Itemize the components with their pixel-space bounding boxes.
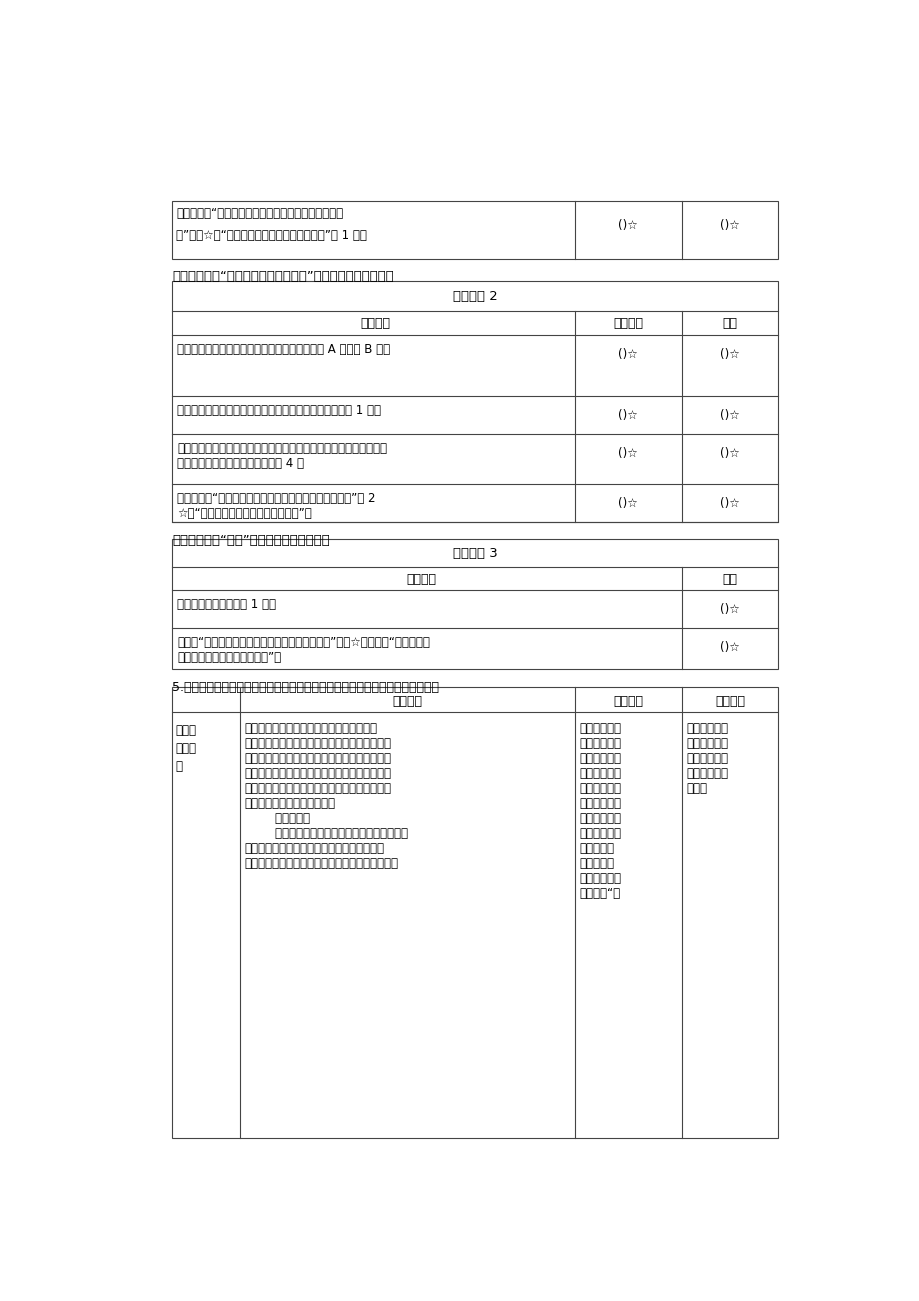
- Text: ()☆: ()☆: [720, 446, 739, 459]
- Text: ()☆: ()☆: [720, 409, 739, 422]
- Text: 来”得？☆；“小组分工不明确，但能完成任务”得 1 令。: 来”得？☆；“小组分工不明确，但能完成任务”得 1 令。: [176, 229, 367, 242]
- Text: ()☆: ()☆: [720, 497, 739, 510]
- Text: ()☆: ()☆: [720, 641, 739, 654]
- Bar: [172, 687, 777, 1138]
- Text: 师评: 师评: [721, 572, 737, 585]
- Text: ()☆: ()☆: [618, 446, 638, 459]
- Text: ()☆: ()☆: [720, 220, 739, 233]
- Text: ()☆: ()☆: [618, 349, 638, 362]
- Text: 四、活动三：“研讨”小组表现性评价量表。: 四、活动三：“研讨”小组表现性评价量表。: [172, 533, 329, 546]
- Text: 小组合作：“小组四人分工明确，都积极参与到活动中来”得 2
☆；“小组分工不明确，但能完成任务”得: 小组合作：“小组四人分工明确，都积极参与到活动中来”得 2 ☆；“小组分工不明确…: [176, 492, 375, 519]
- Text: 设计意图: 设计意图: [613, 695, 642, 708]
- Text: ()☆: ()☆: [618, 220, 638, 233]
- Text: 小组能积极研讨问题得 1 食。: 小组能积极研讨问题得 1 食。: [176, 598, 276, 611]
- Text: 小组自评: 小组自评: [613, 317, 642, 330]
- Text: 师评: 师评: [721, 317, 737, 330]
- Text: 能准确画出每一次搄动大石块时的杠杆装置（标注杠杆的三个重要位
置），并记录大石块移动的距离得 4 食: 能准确画出每一次搄动大石块时的杠杆装置（标注杠杆的三个重要位 置），并记录大石块…: [176, 441, 387, 470]
- Bar: [172, 202, 777, 259]
- Text: ()☆: ()☆: [720, 602, 739, 615]
- Text: 三、活动二：“借助木板掄和移动重物”小组表现性评价量表。: 三、活动二：“借助木板掄和移动重物”小组表现性评价量表。: [172, 271, 393, 284]
- Text: 能仔细观察大石块每一次移动的距离，并做好准确记录得 1 全。: 能仔细观察大石块每一次移动的距离，并做好准确记录得 1 全。: [176, 403, 380, 416]
- Text: 评价标准: 评价标准: [360, 317, 390, 330]
- Bar: [172, 539, 777, 669]
- Text: 学习活动: 学习活动: [391, 695, 422, 708]
- Text: ()☆: ()☆: [618, 409, 638, 422]
- Text: 能说出“当小石头离支点远，可以把大石块掄起来”得》☆；能说出“杠杆支点越
高，大石块被搄动的距离越远”得: 能说出“当小石头离支点远，可以把大石块掄起来”得》☆；能说出“杠杆支点越 高，大…: [176, 636, 429, 664]
- Text: 评价标准: 评价标准: [406, 572, 437, 585]
- Text: 5.通过所学的方法解决实际问题，评价学生理论联系实践的能力。四、教学过程: 5.通过所学的方法解决实际问题，评价学生理论联系实践的能力。四、教学过程: [172, 680, 438, 693]
- Text: 情境导: 情境导: [176, 742, 197, 755]
- Text: 创设情境：小明在借助斜面搞运被祽和衣物
时，他的手表表带松动了，当被祽和衣物快速从
斜面上滑下去时，他的手表也被带下去了，被压
在了被祽和衣物下面。小明力气太小: 创设情境：小明在借助斜面搞运被祽和衣物 时，他的手表表带松动了，当被祽和衣物快速…: [244, 722, 407, 870]
- Text: 能多次挑战用一块小石块和木板将一块大石块从 A 处掄到 B 处得: 能多次挑战用一块小石块和木板将一块大石块从 A 处掄到 B 处得: [176, 343, 390, 356]
- Text: 小组合作：“小组四人分工明确，都积极参与到活动中: 小组合作：“小组四人分工明确，都积极参与到活动中: [176, 207, 343, 220]
- Text: 评价量表 2: 评价量表 2: [452, 290, 497, 303]
- Text: 效果评价: 效果评价: [714, 695, 744, 708]
- Text: （一）: （一）: [176, 725, 197, 738]
- Text: 六年级的学生
在生活中已经
用过杠杆这种
简单机械，老
师创设的问题
情境，会让学
生很容易地想
到办法。引导
学生上台演
示，直观有
效，教师可以
直接指出“: 六年级的学生 在生活中已经 用过杠杆这种 简单机械，老 师创设的问题 情境，会让…: [579, 722, 621, 900]
- Bar: [172, 281, 777, 522]
- Text: 教师观察学生
的活动参与程
度及回答，给
予学生及时的
鼓励。: 教师观察学生 的活动参与程 度及回答，给 予学生及时的 鼓励。: [686, 722, 728, 795]
- Text: ()☆: ()☆: [618, 497, 638, 510]
- Text: ()☆: ()☆: [720, 349, 739, 362]
- Text: 入: 入: [176, 760, 182, 773]
- Text: 评价量表 3: 评价量表 3: [452, 546, 497, 559]
